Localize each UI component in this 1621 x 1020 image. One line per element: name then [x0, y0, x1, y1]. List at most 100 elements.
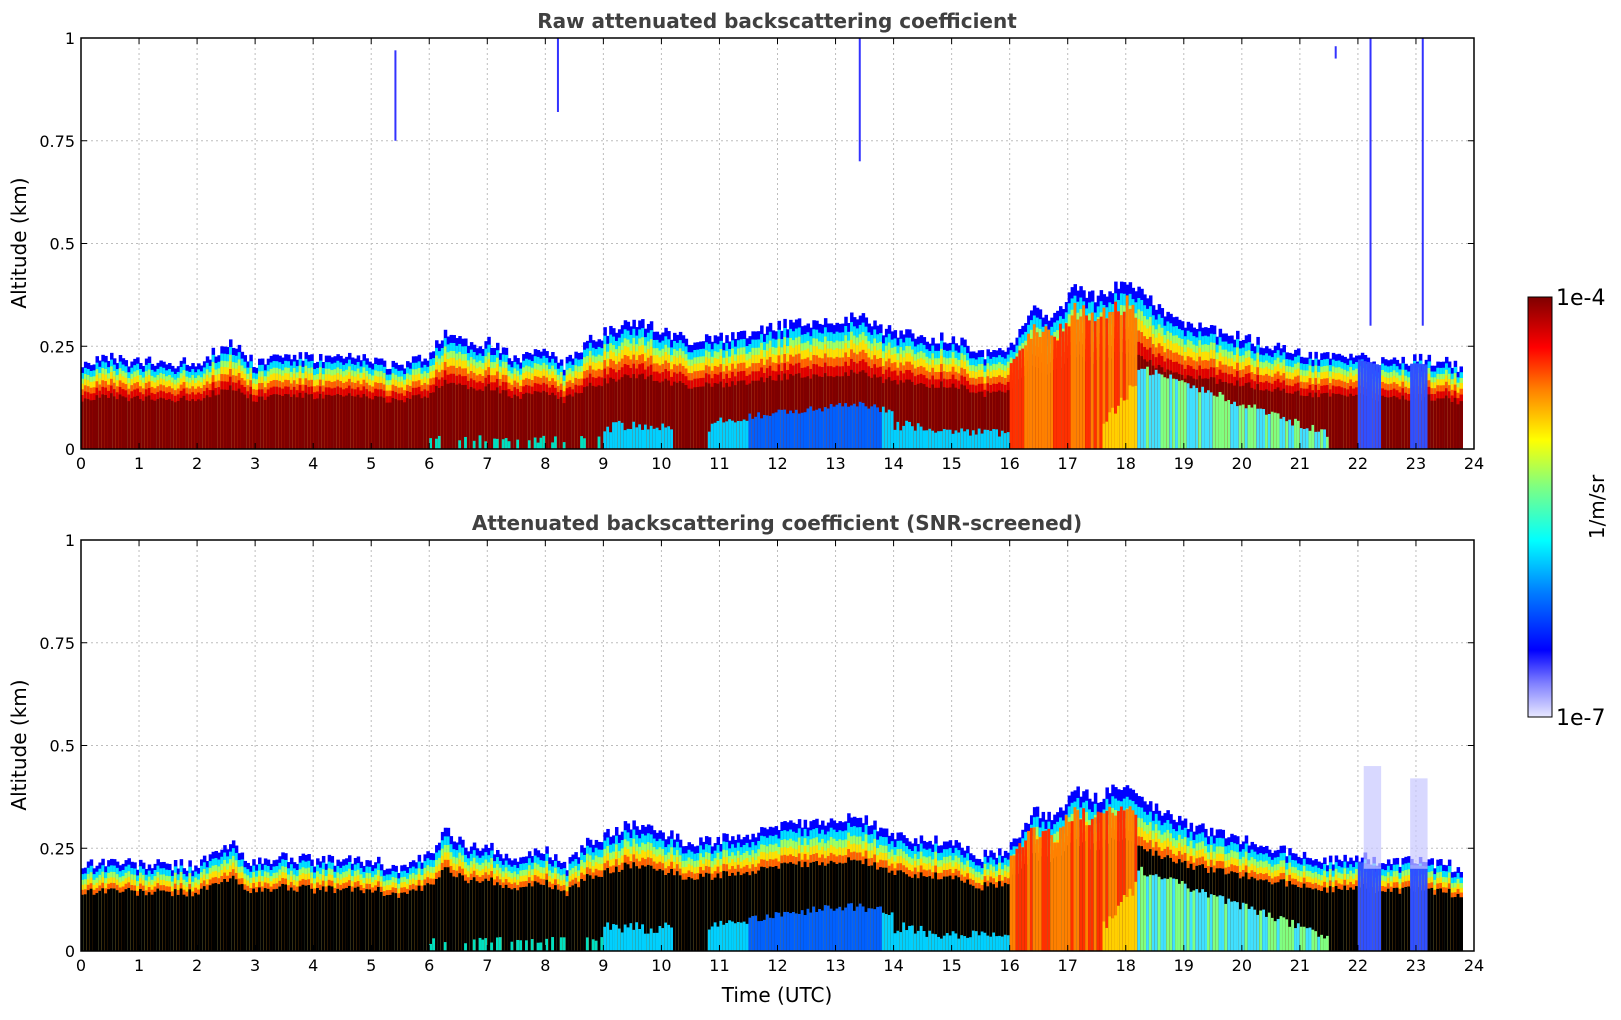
heatmap-cell [510, 941, 515, 951]
heatmap-cell [667, 380, 671, 449]
heatmap-cell [501, 888, 506, 951]
heatmap-cell [551, 937, 555, 951]
heatmap-cell [585, 874, 590, 951]
heatmap-cell [1082, 305, 1086, 449]
heatmap-cell [104, 395, 108, 449]
plot1-area: 0 1 2 3 4 5 6 7 8 9 10 11 12 13 14 15 16 17 18 19 20 21 22 23 24… [39, 29, 1484, 473]
heatmap-cell [910, 381, 915, 449]
heatmap-cell [513, 394, 517, 449]
heatmap-cell [937, 431, 941, 449]
heatmap-cell [1160, 374, 1165, 449]
heatmap-cell [263, 888, 268, 951]
heatmap-cell [1195, 387, 1199, 449]
heatmap-cell [1241, 404, 1246, 449]
heatmap-cell [188, 889, 192, 951]
heatmap-cell [1183, 382, 1188, 449]
heatmap-cell [971, 392, 976, 449]
heatmap-cell [733, 422, 738, 449]
heatmap-cell [1276, 413, 1281, 449]
x-tick-label: 10 [651, 454, 671, 473]
heatmap-cell [629, 377, 633, 449]
heatmap-cell [1015, 356, 1019, 449]
heatmap-cell [504, 438, 509, 449]
heatmap-cell [797, 373, 802, 449]
x-tick-label: 4 [308, 454, 318, 473]
heatmap-cell [330, 395, 335, 449]
heatmap-cell [995, 429, 999, 449]
heatmap-layer [81, 38, 1463, 449]
heatmap-cell [577, 887, 581, 951]
heatmap-cell [963, 385, 967, 449]
heatmap-cell [188, 400, 192, 449]
heatmap-cell [864, 406, 869, 449]
heatmap-cell [501, 439, 506, 449]
heatmap-cell [266, 396, 271, 449]
heatmap-cell [925, 386, 930, 449]
heatmap-cell [1311, 424, 1315, 449]
heatmap-cell [1111, 311, 1115, 449]
heatmap-cell [417, 885, 422, 951]
heatmap-cell [475, 390, 480, 449]
heatmap-cell [440, 386, 445, 449]
heatmap-cell [818, 408, 822, 449]
heatmap-cell [1273, 412, 1278, 449]
heatmap-cell [1320, 429, 1324, 449]
heatmap-cell [130, 890, 134, 951]
heatmap-cell [612, 872, 616, 951]
heatmap-cell [632, 862, 636, 951]
heatmap-cell [292, 394, 297, 449]
heatmap-cell [916, 383, 921, 449]
heatmap-cell [443, 867, 448, 951]
heatmap-cell [429, 392, 433, 449]
heatmap-cell [1447, 398, 1452, 449]
heatmap-cell [954, 430, 959, 449]
heatmap-cell [562, 403, 567, 449]
heatmap-cell [437, 435, 442, 449]
heatmap-cell [638, 374, 642, 449]
y-tick-label: 0.25 [39, 337, 75, 356]
heatmap-cell [600, 386, 604, 449]
heatmap-cell [617, 872, 622, 951]
heatmap-cell [1363, 361, 1368, 449]
heatmap-cell [484, 878, 488, 951]
heatmap-cell [112, 888, 117, 951]
heatmap-cell [475, 881, 480, 951]
heatmap-cell [957, 388, 961, 449]
heatmap-cell [127, 401, 131, 449]
heatmap-cell [539, 942, 544, 951]
heatmap-streak [1334, 46, 1337, 59]
heatmap-cell [403, 402, 407, 449]
heatmap-cell [121, 891, 126, 951]
heatmap-cell [887, 409, 892, 449]
heatmap-cell [626, 428, 631, 449]
heatmap-cell [1270, 411, 1275, 449]
heatmap-cell [565, 896, 570, 951]
heatmap-cell [554, 395, 558, 449]
heatmap-cell [855, 406, 860, 449]
heatmap-cell [495, 882, 500, 951]
heatmap-cell [118, 892, 123, 951]
heatmap-cell [1427, 394, 1432, 449]
heatmap-cell [922, 384, 927, 449]
heatmap-cell [388, 402, 393, 449]
heatmap-cell [908, 379, 912, 449]
heatmap-cell [635, 378, 639, 449]
heatmap-cell [612, 422, 616, 449]
x-tick-label: 15 [941, 454, 961, 473]
heatmap-cell [876, 407, 880, 449]
x-tick-label: 18 [1116, 454, 1136, 473]
heatmap-cell [301, 397, 306, 449]
heatmap-cell [246, 398, 250, 449]
heatmap-cell [1105, 318, 1109, 449]
heatmap-cell [1143, 368, 1147, 449]
heatmap-cell [284, 394, 288, 449]
heatmap-cell [554, 436, 558, 449]
heatmap-cell [1041, 331, 1046, 449]
heatmap-streak [394, 50, 397, 141]
heatmap-cell [298, 392, 303, 449]
heatmap-cell [571, 396, 575, 449]
heatmap-cell [890, 411, 895, 449]
heatmap-cell [710, 423, 715, 449]
heatmap-cell [867, 408, 871, 449]
heatmap-cell [829, 404, 834, 449]
